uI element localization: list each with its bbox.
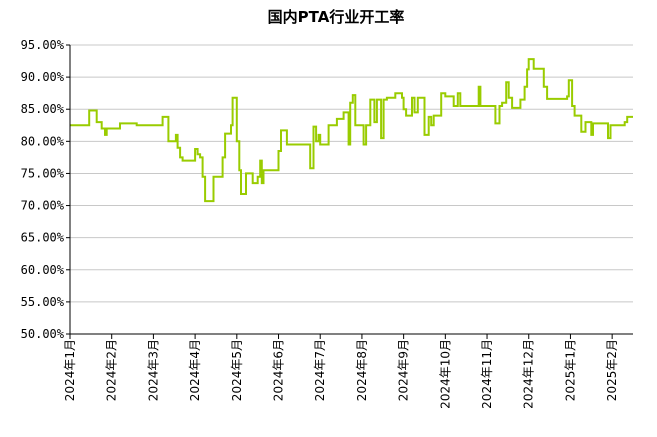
x-tick-label: 2025年1月 <box>563 339 577 401</box>
x-tick-label: 2024年3月 <box>146 339 160 401</box>
x-tick-label: 2024年2月 <box>105 339 119 401</box>
series-line <box>70 58 633 203</box>
x-tick-label: 2024年9月 <box>397 339 411 401</box>
x-tick-label: 2024年7月 <box>313 339 327 401</box>
y-tick-label: 95.00% <box>21 38 65 52</box>
y-tick-label: 75.00% <box>21 166 65 180</box>
y-tick-label: 80.00% <box>21 134 65 148</box>
chart-title: 国内PTA行业开工率 <box>268 8 405 26</box>
x-tick-label: 2024年10月 <box>438 339 452 409</box>
y-tick-label: 50.00% <box>21 327 65 341</box>
y-axis-ticks: 50.00% 55.00% 60.00% 65.00% 70.00% 75.00% 80.0… <box>21 38 70 341</box>
x-tick-label: 2024年11月 <box>480 339 494 409</box>
gridlines <box>70 44 633 303</box>
x-tick-label: 2024年12月 <box>522 339 536 409</box>
y-tick-label: 90.00% <box>21 70 65 84</box>
x-axis-ticks: 2024年1月 2024年2月 2024年3月 2024年4月 2024年5月 2024年… <box>63 334 619 409</box>
y-tick-label: 85.00% <box>21 102 65 116</box>
y-tick-label: 60.00% <box>21 263 65 277</box>
series-layer <box>70 58 633 203</box>
x-tick-label: 2024年8月 <box>355 339 369 401</box>
y-tick-label: 55.00% <box>21 295 65 309</box>
y-tick-label: 65.00% <box>21 231 65 245</box>
x-tick-label: 2025年2月 <box>605 339 619 401</box>
x-tick-label: 2024年1月 <box>63 339 77 401</box>
x-tick-label: 2024年4月 <box>188 339 202 401</box>
x-tick-label: 2024年6月 <box>272 339 286 401</box>
y-tick-label: 70.00% <box>21 199 65 213</box>
x-tick-label: 2024年5月 <box>230 339 244 401</box>
